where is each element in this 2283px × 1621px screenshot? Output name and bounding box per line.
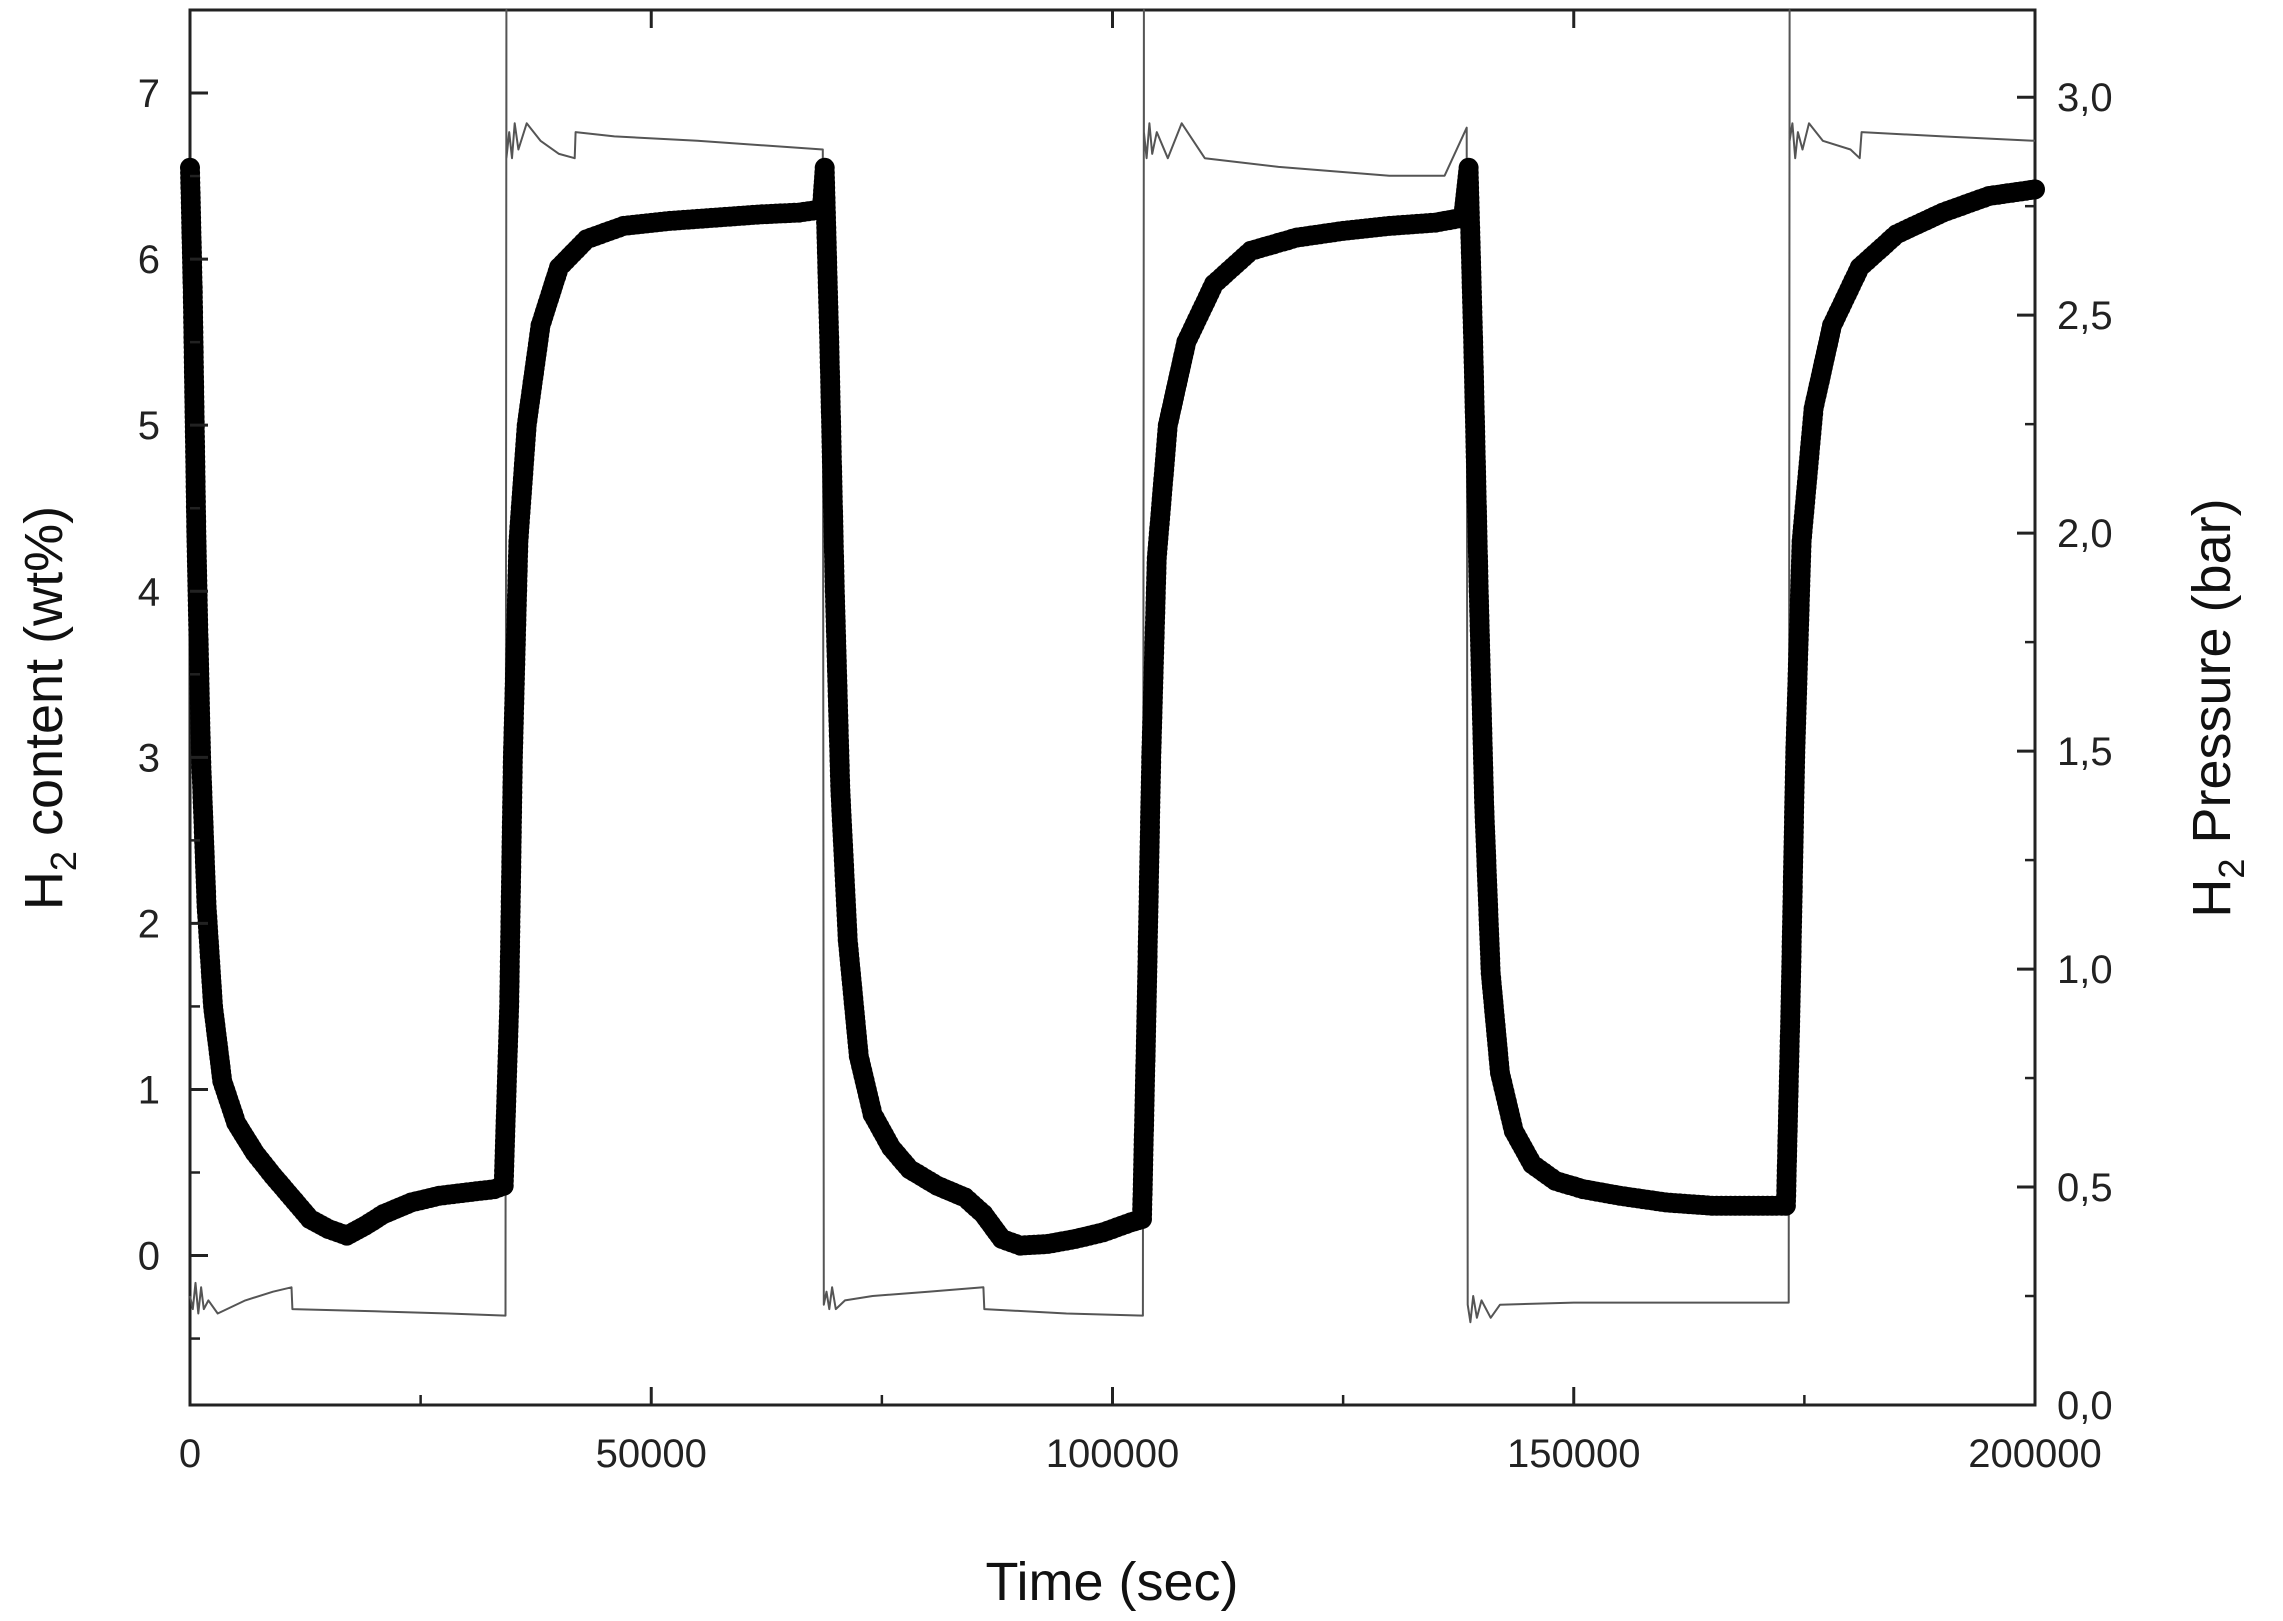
y-axis-right-title: H2 Pressure (bar)	[2182, 498, 2252, 917]
y-left-tick-label: 5	[138, 404, 160, 448]
x-axis-title: Time (sec)	[986, 1552, 1239, 1612]
y-right-tick-label: 0,5	[2057, 1166, 2113, 1210]
y-right-title-main: H	[2182, 879, 2242, 918]
y-left-tick-label: 1	[138, 1068, 160, 1112]
x-tick-label: 150000	[1507, 1432, 1640, 1476]
y-right-tick-label: 1,5	[2057, 730, 2113, 774]
x-tick-label: 100000	[1046, 1432, 1179, 1476]
y-axis-left-title: H2 content (wt%)	[14, 506, 84, 910]
x-tick-label: 50000	[596, 1432, 707, 1476]
y-right-tick-label: 0,0	[2057, 1384, 2113, 1428]
y-left-tick-label: 6	[138, 238, 160, 282]
y-left-title-main: H	[14, 871, 74, 910]
y-left-tick-label: 3	[138, 736, 160, 780]
y-right-title-rest: Pressure (bar)	[2182, 498, 2242, 858]
y-left-tick-label: 4	[138, 570, 160, 614]
y-right-tick-label: 3,0	[2057, 76, 2113, 120]
y-axis-right: 0,0 0,5 1,0 1,5 2,0 2,5 3,0	[2017, 76, 2113, 1428]
y-right-tick-label: 2,0	[2057, 512, 2113, 556]
y-axis-left: 0 1 2 3 4 5 6 7	[138, 8, 208, 1340]
x-tick-label: 200000	[1968, 1432, 2101, 1476]
x-tick-label: 0	[179, 1432, 201, 1476]
h2-content-series	[180, 157, 2045, 1256]
h2-content-point	[2025, 179, 2045, 200]
y-right-tick-label: 2,5	[2057, 294, 2113, 338]
y-left-title-rest: content (wt%)	[14, 506, 74, 851]
x-axis: 0 50000 100000 150000 200000	[179, 10, 2102, 1476]
y-left-tick-label: 7	[138, 72, 160, 116]
y-left-tick-label: 0	[138, 1235, 160, 1279]
y-left-tick-label: 2	[138, 902, 160, 946]
y-left-title-sub: 2	[43, 851, 84, 871]
y-right-tick-label: 1,0	[2057, 948, 2113, 992]
y-right-title-sub: 2	[2211, 859, 2252, 879]
